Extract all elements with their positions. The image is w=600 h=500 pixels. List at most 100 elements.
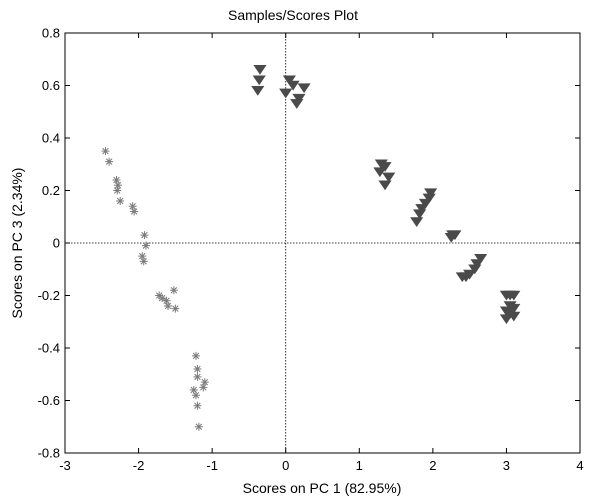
asterisk-stroke (114, 187, 121, 194)
asterisk-marker (139, 257, 148, 266)
asterisk-marker (169, 286, 178, 295)
asterisk-stroke (190, 386, 197, 394)
triangle-marker (410, 217, 424, 228)
asterisk-marker (105, 157, 114, 166)
triangle-marker (468, 264, 482, 275)
y-tick-label: -0.8 (38, 446, 60, 461)
triangle-marker (252, 75, 266, 86)
asterisk-stroke (194, 373, 201, 381)
asterisk-marker (191, 391, 200, 400)
chart-title: Samples/Scores Plot (228, 7, 358, 23)
y-tick-label: 0 (53, 236, 60, 251)
reference-lines (65, 33, 580, 453)
asterisk-marker (128, 202, 137, 211)
triangle-marker (292, 93, 306, 104)
x-tick-label: -1 (206, 458, 218, 473)
asterisk-stroke (200, 384, 207, 391)
asterisk-marker (113, 186, 122, 195)
triangle-marker (282, 75, 296, 86)
y-tick-label: -0.2 (38, 288, 60, 303)
asterisk-marker (141, 241, 150, 250)
asterisk-stroke (130, 208, 138, 215)
asterisk-stroke (163, 297, 170, 304)
triangle-marker (286, 80, 300, 91)
triangle-marker (373, 167, 387, 178)
asterisk-marker (101, 147, 110, 156)
triangle-marker (424, 188, 438, 199)
asterisk-marker (164, 302, 172, 310)
asterisk-marker (138, 252, 147, 261)
triangle-marker (378, 180, 392, 191)
y-tick-label: -0.6 (38, 393, 60, 408)
plot-frame (64, 32, 581, 454)
asterisk-marker (193, 365, 202, 373)
y-tick-label: 0.4 (42, 131, 60, 146)
asterisk-stroke (114, 182, 122, 189)
y-tick-label: -0.4 (38, 341, 60, 356)
x-tick-label: -2 (133, 458, 145, 473)
y-axis-label: Scores on PC 3 (2.34%) (9, 168, 25, 319)
triangle-marker (422, 193, 436, 204)
asterisk-marker (200, 378, 209, 387)
asterisk-marker (194, 422, 203, 431)
triangle-marker (279, 88, 293, 99)
triangle-marker (415, 204, 429, 214)
triangle-marker (499, 314, 513, 325)
asterisk-stroke (142, 242, 150, 249)
data-points (101, 64, 521, 431)
asterisk-stroke (194, 365, 201, 373)
asterisk-stroke (192, 352, 200, 360)
asterisk-stroke (164, 302, 172, 310)
triangle-marker (455, 272, 469, 283)
triangle-marker (413, 209, 427, 220)
asterisk-stroke (129, 203, 136, 210)
x-tick-label: 3 (503, 458, 510, 473)
plot-area (64, 32, 581, 454)
asterisk-marker (193, 372, 202, 381)
asterisk-stroke (170, 287, 178, 294)
x-tick-label: 1 (356, 458, 363, 473)
x-axis-label: Scores on PC 1 (82.95%) (243, 480, 402, 496)
y-tick-labels: -0.8 -0.6 -0.4 -0.2 0 0.2 0.4 0.6 0.8 (38, 26, 60, 461)
triangle-marker (290, 99, 304, 109)
x-tick-labels: -3 -2 -1 0 1 2 3 4 (59, 458, 583, 473)
triangle-marker (470, 259, 484, 270)
asterisk-stroke (158, 294, 166, 302)
triangle-marker (474, 253, 488, 264)
asterisk-marker (162, 296, 171, 305)
triangle-marker (251, 85, 265, 96)
asterisk-marker (193, 401, 202, 410)
asterisk-stroke (194, 402, 201, 409)
triangle-marker (297, 83, 311, 94)
asterisk-stroke (139, 252, 146, 260)
triangle-marker (418, 198, 433, 209)
asterisk-marker (116, 197, 125, 205)
triangle-marker (253, 64, 267, 75)
asterisk-stroke (105, 158, 113, 165)
asterisk-stroke (195, 423, 203, 430)
y-tick-label: 0.6 (42, 78, 60, 93)
asterisk-stroke (192, 392, 200, 399)
asterisk-marker (199, 383, 208, 392)
y-tick-label: 0.8 (42, 26, 60, 41)
triangle-marker (378, 162, 392, 172)
asterisk-stroke (172, 305, 179, 312)
y-tick-label: 0.2 (42, 183, 60, 198)
triangle-marker (507, 290, 521, 301)
triangle-marker (444, 232, 458, 243)
asterisk-stroke (116, 197, 124, 205)
asterisk-marker (113, 181, 122, 190)
asterisk-marker (140, 231, 149, 240)
asterisk-marker (171, 304, 180, 313)
x-tick-label: 2 (429, 458, 436, 473)
asterisk-stroke (102, 147, 109, 155)
asterisk-marker (130, 207, 139, 216)
asterisk-marker (112, 176, 121, 184)
asterisk-marker (158, 294, 167, 303)
asterisk-marker (191, 351, 200, 360)
x-tick-label: 4 (576, 458, 583, 473)
x-tick-label: -3 (59, 458, 71, 473)
x-tick-label: 0 (282, 458, 289, 473)
